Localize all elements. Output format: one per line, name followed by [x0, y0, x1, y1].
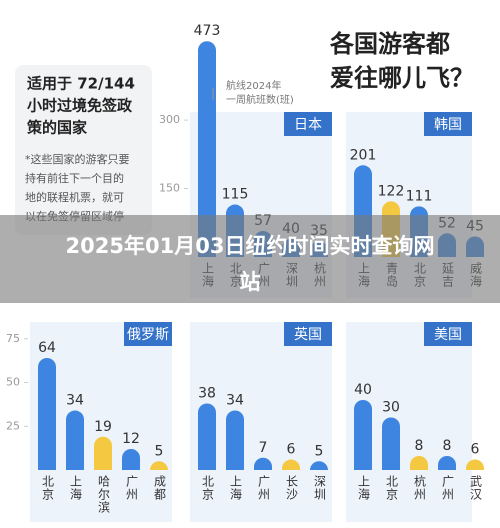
value-label: 34 — [226, 393, 244, 409]
panel-tab — [284, 112, 332, 136]
bar — [382, 417, 400, 470]
y-tick-label: 150 — [159, 182, 180, 195]
value-label: 6 — [471, 442, 480, 458]
headline: 各国游客都 — [329, 30, 450, 58]
bar — [38, 358, 56, 470]
x-tick-label: 武汉 — [469, 475, 483, 501]
headline: 爱往哪儿飞？ — [330, 64, 474, 92]
note-body: *这些国家的游客只要 — [25, 152, 130, 166]
value-label: 38 — [198, 386, 216, 402]
bar — [122, 449, 140, 470]
value-label: 111 — [406, 188, 433, 204]
panel-title: 英国 — [294, 326, 322, 343]
value-label: 8 — [415, 438, 424, 454]
bar — [254, 457, 272, 470]
panel-title: 俄罗斯 — [127, 327, 169, 343]
panel-tab — [424, 322, 472, 346]
x-tick-label: 长沙 — [285, 475, 299, 501]
panel-title: 美国 — [434, 327, 462, 343]
value-label: 5 — [315, 443, 324, 459]
bar — [410, 456, 428, 470]
bar — [150, 461, 168, 471]
note-title: 策的国家 — [26, 119, 87, 137]
bar — [310, 461, 328, 471]
value-label: 64 — [38, 340, 56, 356]
note-body: 地的联程机票，就可 — [25, 190, 124, 204]
value-label: 40 — [354, 382, 372, 398]
x-tick-label: 北京 — [385, 475, 399, 501]
note-body: 持有前往下一个目的 — [25, 171, 124, 185]
value-label: 473 — [194, 23, 221, 39]
x-tick-label: 深圳 — [313, 475, 327, 501]
bar — [198, 403, 216, 470]
banner-text: 站 — [240, 270, 261, 294]
x-tick-label: 广州 — [125, 475, 139, 501]
value-label: 122 — [378, 183, 405, 199]
banner-text: 2025年01月03日纽约时间实时查询网 — [66, 234, 435, 258]
note-title: 小时过境免签政 — [27, 97, 133, 115]
banner-band — [0, 215, 500, 303]
annotation: 一周航班数(班) — [226, 93, 294, 106]
x-tick-label: 上海 — [69, 475, 83, 501]
annotation: 航线2024年 — [226, 79, 281, 92]
x-tick-label: 上海 — [357, 475, 371, 501]
value-label: 12 — [122, 431, 140, 447]
x-tick-label: 成都 — [153, 475, 167, 501]
x-tick-label: 哈尔滨 — [97, 475, 111, 514]
value-label: 7 — [259, 440, 268, 456]
y-tick-label: 300 — [159, 113, 180, 126]
panel-tab — [284, 322, 332, 346]
x-tick-label: 杭州 — [413, 474, 427, 501]
y-tick-label: 50 — [6, 376, 20, 389]
note-box — [15, 65, 152, 235]
value-label: 30 — [382, 400, 400, 416]
bar — [282, 459, 300, 470]
panel-tab — [424, 112, 472, 136]
value-label: 34 — [66, 393, 84, 409]
x-tick-label: 广州 — [441, 475, 455, 501]
panel-title: 日本 — [294, 117, 322, 133]
value-label: 115 — [222, 187, 249, 203]
value-label: 6 — [287, 442, 296, 458]
x-tick-label: 北京 — [41, 475, 55, 501]
bar — [354, 400, 372, 470]
bar — [466, 459, 484, 470]
bar — [66, 410, 84, 470]
panel-tab — [124, 322, 172, 346]
x-tick-label: 北京 — [201, 475, 215, 501]
value-label: 5 — [155, 443, 164, 459]
y-tick-label: 75 — [6, 332, 20, 345]
bar — [94, 436, 112, 470]
x-tick-label: 广州 — [257, 475, 271, 501]
bar — [226, 410, 244, 470]
value-label: 201 — [350, 147, 377, 163]
value-label: 19 — [94, 419, 112, 435]
panel-title: 韩国 — [434, 117, 462, 133]
bar — [438, 456, 456, 470]
x-tick-label: 上海 — [229, 475, 243, 501]
note-title: 适用于 72/144 — [27, 75, 135, 93]
y-tick-label: 25 — [6, 419, 20, 432]
bar — [198, 41, 216, 257]
value-label: 8 — [443, 438, 452, 454]
